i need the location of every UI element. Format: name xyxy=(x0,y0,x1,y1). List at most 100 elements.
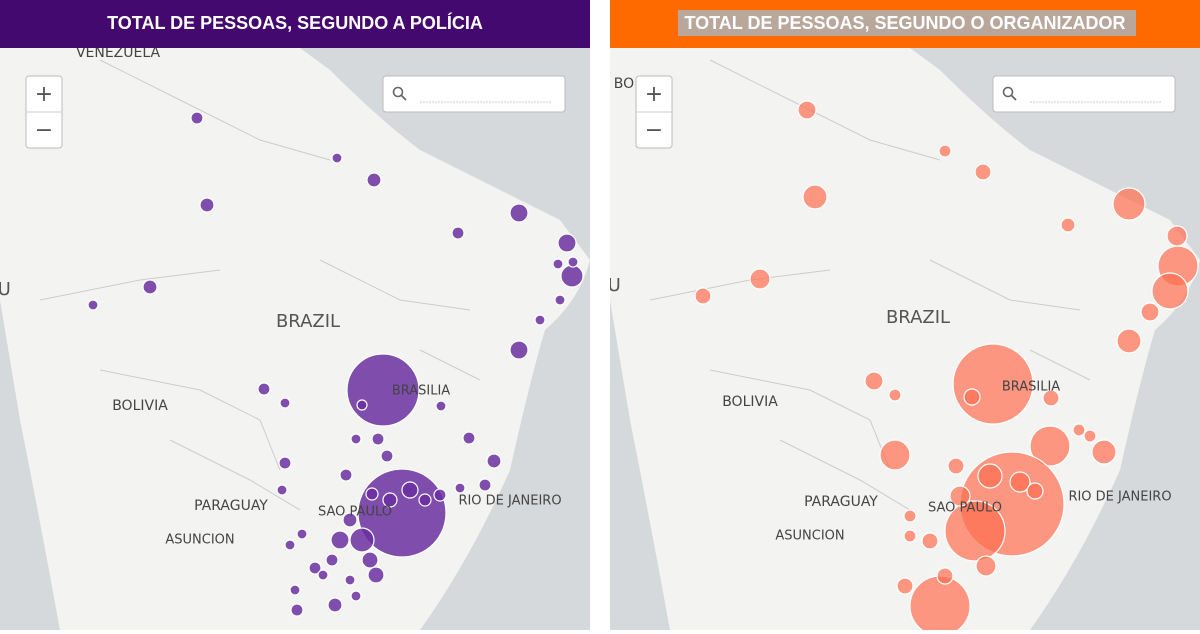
data-circle xyxy=(454,482,466,494)
place-label: BRASILIA xyxy=(1002,380,1060,395)
place-label: SAO PAULO xyxy=(928,501,1002,516)
place-label: VENEZUELA xyxy=(76,45,161,61)
data-circle xyxy=(433,488,447,502)
data-circle xyxy=(1072,423,1086,437)
data-circle xyxy=(356,399,368,411)
data-circle xyxy=(1060,217,1076,233)
data-circle xyxy=(903,529,917,543)
title-highlight xyxy=(678,10,1136,36)
data-circle xyxy=(367,566,385,584)
ocean xyxy=(300,48,590,630)
data-circle xyxy=(509,340,529,360)
map: VENEZUELA RU BRAZIL BOLIVIA PARAGUAY ASUNCION… xyxy=(0,45,590,630)
search-icon xyxy=(1002,86,1014,98)
data-circle xyxy=(327,597,343,613)
data-circle xyxy=(944,500,1006,562)
circles xyxy=(694,100,1199,630)
zoom-in[interactable]: + xyxy=(35,82,53,107)
data-circle xyxy=(87,299,99,311)
data-circle xyxy=(350,433,362,445)
data-circle xyxy=(802,184,828,210)
data-circle xyxy=(949,485,971,507)
data-circle xyxy=(921,532,939,550)
map-panel: BO RU BRAZIL BOLIVIA PARAGUAY ASUNCION SAO PAU… xyxy=(595,0,1200,630)
data-circle xyxy=(557,233,577,253)
place-label: BRAZIL xyxy=(886,307,950,328)
map: BO RU BRAZIL BOLIVIA PARAGUAY ASUNCION SAO PAU… xyxy=(595,48,1200,630)
data-circle xyxy=(435,400,447,412)
search-box[interactable] xyxy=(382,75,566,113)
data-circle xyxy=(350,590,362,602)
ocean xyxy=(0,300,60,630)
data-circle xyxy=(1166,225,1188,247)
data-circle xyxy=(361,551,379,569)
data-circle xyxy=(289,584,301,596)
place-label: BOLIVIA xyxy=(722,394,778,410)
data-circle xyxy=(888,388,902,402)
data-circle xyxy=(896,577,914,595)
place-label: RU xyxy=(595,275,621,296)
data-circle xyxy=(296,528,308,540)
data-circle xyxy=(142,279,158,295)
data-circle xyxy=(554,294,566,306)
ocean xyxy=(610,300,670,630)
place-label: BRAZIL xyxy=(276,311,340,332)
data-circle xyxy=(462,431,476,445)
header xyxy=(0,0,590,48)
data-circle xyxy=(190,111,204,125)
place-label: PARAGUAY xyxy=(804,494,878,510)
data-circle xyxy=(290,603,304,617)
data-circle xyxy=(317,569,329,581)
data-circle xyxy=(975,555,997,577)
data-circle xyxy=(963,388,981,406)
data-circle xyxy=(1026,482,1044,500)
borders xyxy=(39,59,481,511)
data-circle xyxy=(199,197,215,213)
panel-title: TOTAL DE PESSOAS, SEGUNDO A POLÍCIA xyxy=(107,12,483,33)
data-circle xyxy=(418,493,432,507)
zoom-out[interactable]: − xyxy=(645,118,663,143)
data-circle xyxy=(284,539,296,551)
data-circle xyxy=(279,397,291,409)
data-circle xyxy=(342,512,358,528)
data-circle xyxy=(864,371,884,391)
data-circle xyxy=(797,100,817,120)
place-label: PARAGUAY xyxy=(194,498,268,514)
data-circle xyxy=(325,553,339,567)
data-circle xyxy=(478,478,492,492)
data-circle xyxy=(365,487,379,501)
circles xyxy=(87,111,584,617)
panel-title: TOTAL DE PESSOAS, SEGUNDO O ORGANIZADOR xyxy=(684,13,1125,33)
data-circle xyxy=(1116,328,1142,354)
data-circle xyxy=(276,484,288,496)
data-circle xyxy=(339,468,353,482)
data-circle xyxy=(1140,302,1160,322)
data-circle xyxy=(974,163,992,181)
data-circle xyxy=(567,256,579,268)
data-circle xyxy=(371,432,385,446)
place-label: BRASILIA xyxy=(392,384,450,399)
search-icon xyxy=(1010,94,1017,101)
data-circle xyxy=(509,203,529,223)
data-circle xyxy=(401,481,419,499)
data-circle xyxy=(694,287,712,305)
place-label: ASUNCION xyxy=(165,533,234,548)
data-circle xyxy=(1029,425,1071,467)
place-label: RIO DE JANEIRO xyxy=(1068,490,1171,505)
zoom-out[interactable]: − xyxy=(35,118,53,143)
data-circle xyxy=(344,574,356,586)
data-circle xyxy=(357,468,447,558)
data-circle xyxy=(936,567,954,585)
data-circle xyxy=(1112,187,1146,221)
data-circle xyxy=(278,456,292,470)
data-circle xyxy=(552,258,564,270)
zoom-in[interactable]: + xyxy=(645,82,663,107)
search-box[interactable] xyxy=(992,75,1176,113)
map-panel: VENEZUELA RU BRAZIL BOLIVIA PARAGUAY ASUNCION… xyxy=(0,0,590,630)
data-circle xyxy=(1091,439,1117,465)
data-circle xyxy=(879,439,911,471)
place-label: BO xyxy=(614,76,634,92)
data-circle xyxy=(380,449,394,463)
